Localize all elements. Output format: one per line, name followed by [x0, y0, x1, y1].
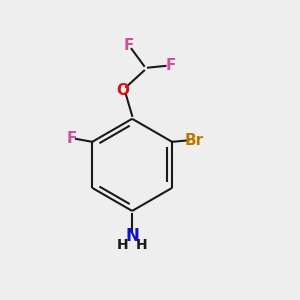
Text: F: F: [66, 131, 77, 146]
Text: O: O: [117, 83, 130, 98]
Text: Br: Br: [185, 133, 204, 148]
Text: F: F: [166, 58, 176, 74]
Text: N: N: [125, 227, 139, 245]
Text: F: F: [124, 38, 134, 53]
Text: H: H: [117, 238, 128, 251]
Text: H: H: [136, 238, 148, 251]
